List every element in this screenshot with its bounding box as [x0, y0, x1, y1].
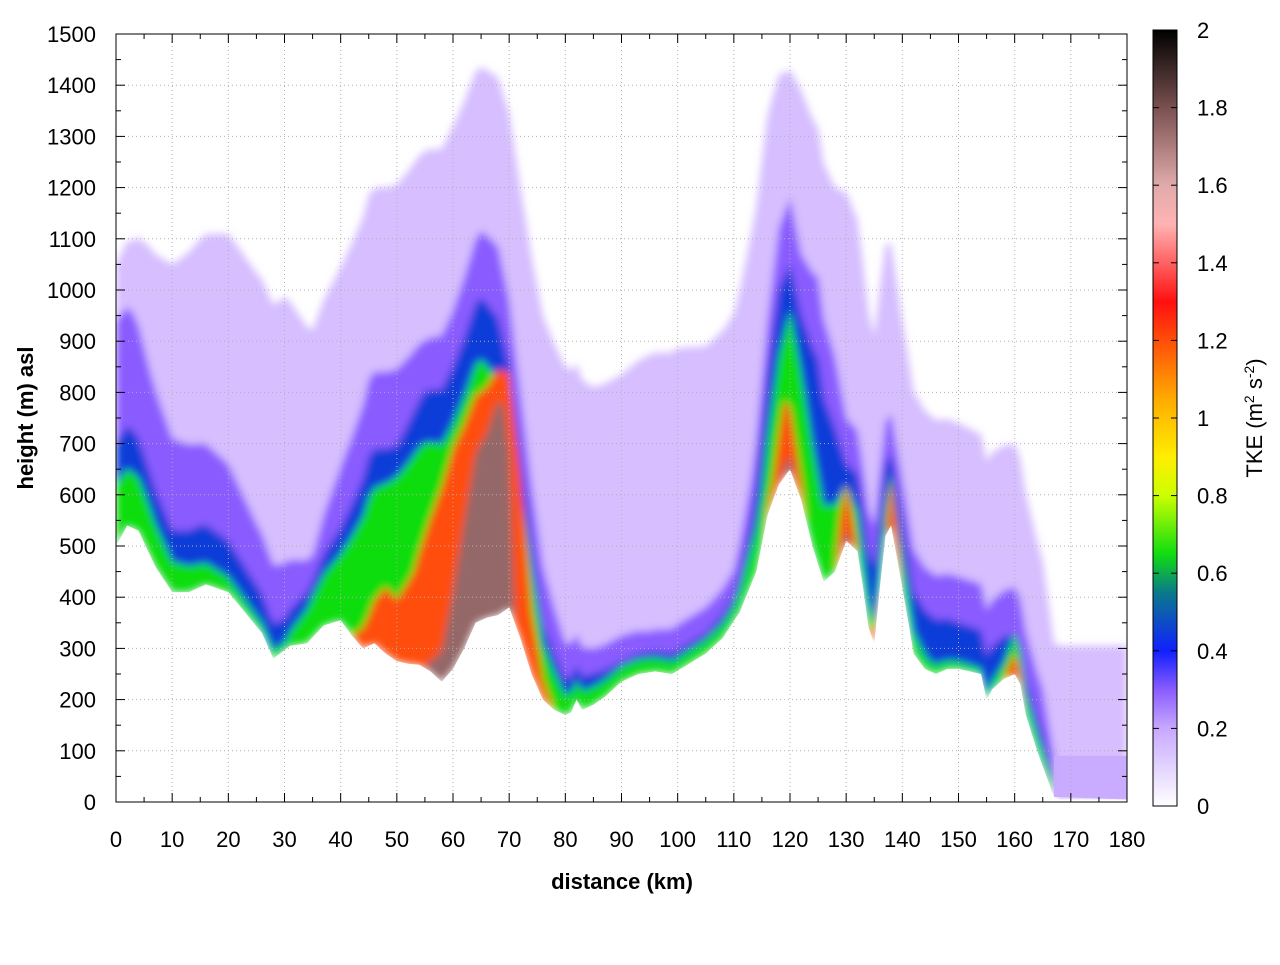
x-tick-label: 70: [497, 827, 521, 852]
colorbar-tick-label: 0: [1197, 794, 1209, 819]
colorbar-tick-label: 1.2: [1197, 328, 1228, 353]
x-tick-label: 80: [553, 827, 577, 852]
colorbar-tick-label: 1: [1197, 406, 1209, 431]
x-tick-label: 90: [609, 827, 633, 852]
colorbar-label: TKE (m2 s-2): [1241, 358, 1267, 477]
y-tick-label: 1000: [47, 278, 96, 303]
axes: 0 10 20 30 40 50 60 70 80 90 100 110 120 130 140 150 160…: [47, 22, 1145, 852]
y-axis-label: height (m) asl: [13, 346, 38, 489]
colorbar-tick-label: 0.6: [1197, 561, 1228, 586]
x-axis-label: distance (km): [551, 869, 693, 894]
y-tick-label: 0: [84, 790, 96, 815]
x-tick-label: 20: [216, 827, 240, 852]
y-tick-label: 1100: [49, 227, 96, 252]
x-tick-label: 10: [160, 827, 184, 852]
grid-lines: [116, 34, 1127, 802]
colorbar-label-mid: s: [1242, 378, 1267, 395]
x-tick-label: 120: [772, 827, 809, 852]
colorbar-tick-label: 0.8: [1197, 484, 1228, 509]
y-tick-label: 200: [59, 688, 96, 713]
y-tick-label: 1300: [47, 124, 96, 149]
x-tick-label: 30: [272, 827, 296, 852]
x-tick-label: 140: [884, 827, 921, 852]
y-tick-label: 800: [59, 380, 96, 405]
colorbar-label-main: TKE (m: [1242, 403, 1267, 478]
y-tick-label: 700: [59, 432, 96, 457]
colorbar-tick-label: 1.8: [1197, 96, 1228, 121]
y-tick-label: 300: [59, 636, 96, 661]
terrain-mask: [116, 469, 1127, 802]
y-tick-label: 100: [59, 739, 96, 764]
x-tick-label: 40: [328, 827, 352, 852]
x-tick-label: 0: [110, 827, 122, 852]
x-tick-label: 180: [1109, 827, 1146, 852]
x-tick-label: 100: [659, 827, 696, 852]
x-tick-label: 110: [716, 827, 751, 852]
colorbar-label-end: ): [1242, 358, 1267, 365]
x-tick-label: 130: [828, 827, 865, 852]
y-tick-label: 600: [59, 483, 96, 508]
colorbar-tick-label: 2: [1197, 18, 1209, 43]
x-tick-label: 170: [1052, 827, 1089, 852]
colorbar: 0 0.2 0.4 0.6 0.8 1 1.2 1.4 1.6 1.8 2: [1152, 18, 1228, 819]
x-tick-label: 160: [996, 827, 1033, 852]
y-tick-label: 1400: [47, 73, 96, 98]
x-tick-label: 150: [940, 827, 977, 852]
x-tick-label: 50: [385, 827, 409, 852]
y-tick-label: 1200: [47, 176, 96, 201]
colorbar-tick-label: 1.4: [1197, 251, 1228, 276]
colorbar-tick-label: 0.4: [1197, 639, 1228, 664]
y-tick-label: 900: [59, 329, 96, 354]
colorbar-label-sup2: -2: [1241, 365, 1257, 378]
tke-layer-2: [116, 264, 1054, 797]
x-tick-label: 60: [441, 827, 465, 852]
y-tick-label: 500: [59, 534, 96, 559]
tke-layer-4: [351, 369, 1026, 715]
colorbar-tick-label: 1.6: [1197, 173, 1228, 198]
y-tick-label: 1500: [47, 22, 96, 47]
y-tick-label: 400: [59, 585, 96, 610]
colorbar-tick-label: 0.2: [1197, 716, 1228, 741]
tke-lowland-band: [1053, 755, 1127, 800]
tke-layer-1: [116, 197, 1054, 797]
colorbar-label-sup1: 2: [1241, 395, 1257, 403]
